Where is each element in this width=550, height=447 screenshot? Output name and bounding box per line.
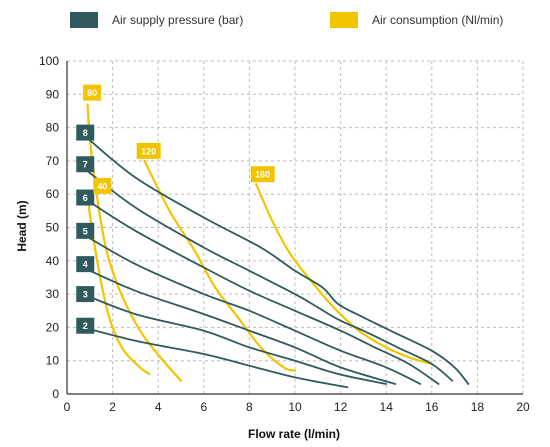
consumption-badge-box [250,166,275,183]
x-tick-label: 8 [246,400,253,414]
consumption-badge-label: 80 [87,88,97,98]
consumption-badge-40: 40 [93,177,112,194]
grid [67,60,524,394]
pressure-badge-8: 8 [76,124,95,141]
pressure-badge-box [76,256,95,273]
y-tick-label: 40 [46,254,60,268]
x-tick-label: 20 [516,400,530,414]
x-axis-title: Flow rate (l/min) [248,427,340,441]
consumption-line-40 [86,196,151,376]
pressure-line-2 [82,326,349,389]
x-tick-label: 12 [334,400,348,414]
pressure-line-5 [82,233,422,385]
x-tick-label: 14 [380,400,394,414]
pressure-badge-4: 4 [76,256,95,273]
pressure-badge-box [76,317,95,334]
pressure-line-8 [82,133,470,385]
consumption-badge-80: 80 [83,84,102,101]
pressure-badge-box [76,124,95,141]
y-tick-label: 50 [46,221,60,235]
consumption-badge-box [93,177,112,194]
y-tick-label: 60 [46,187,60,201]
pressure-line-6 [82,196,440,385]
pressure-badge-label: 3 [83,290,88,300]
pressure-badge-label: 5 [83,226,88,236]
pressure-badge-label: 6 [83,193,88,203]
y-tick-label: 70 [46,154,60,168]
consumption-badge-box [83,84,102,101]
pressure-badge-label: 8 [83,128,88,138]
pressure-badge-box [76,189,95,206]
pressure-badge-box [76,156,95,173]
series-lines [82,103,470,389]
y-tick-label: 90 [46,87,60,101]
x-tick-label: 10 [288,400,302,414]
tick-labels: 0 2 4 6 8 10 12 14 16 18 20 0 10 20 30 40 50 60 70 80 90 100 [39,54,530,414]
legend-label-consumption: Air consumption (Nl/min) [372,13,503,27]
consumption-line-160 [255,183,433,366]
legend: Air supply pressure (bar) Air consumptio… [70,12,503,28]
y-tick-label: 80 [46,121,60,135]
x-tick-label: 2 [109,400,116,414]
pressure-line-3 [82,293,388,385]
pressure-line-7 [82,166,454,382]
pressure-badge-label: 7 [83,160,88,170]
legend-label-pressure: Air supply pressure (bar) [112,13,243,27]
x-tick-label: 0 [64,400,71,414]
pressure-badge-3: 3 [76,286,95,303]
series-badges: 8 7 6 5 4 3 2 80 40 120 160 [76,84,275,334]
consumption-line-80 [86,103,183,382]
consumption-badge-box [136,142,161,159]
consumption-badge-160: 160 [250,166,275,183]
pressure-badge-label: 4 [83,260,88,270]
y-tick-label: 20 [46,320,60,334]
y-tick-label: 0 [52,387,59,401]
x-tick-label: 4 [155,400,162,414]
y-tick-label: 30 [46,287,60,301]
pressure-badge-label: 2 [83,321,88,331]
consumption-badge-label: 40 [97,181,107,191]
pressure-badge-box [76,286,95,303]
x-tick-label: 16 [425,400,439,414]
x-tick-label: 6 [200,400,207,414]
pressure-badge-5: 5 [76,222,95,239]
consumption-badge-120: 120 [136,142,161,159]
y-tick-label: 100 [39,54,59,68]
pressure-line-4 [82,266,397,385]
y-axis-title: Head (m) [15,200,29,251]
legend-swatch-consumption [330,12,358,28]
consumption-badge-label: 120 [141,146,156,156]
pressure-badge-2: 2 [76,317,95,334]
pressure-badge-6: 6 [76,189,95,206]
legend-swatch-pressure [70,12,98,28]
x-tick-label: 18 [471,400,485,414]
y-tick-label: 10 [46,354,60,368]
consumption-badge-label: 160 [255,170,270,180]
pressure-badge-box [76,222,95,239]
axes [66,61,523,395]
pressure-badge-7: 7 [76,156,95,173]
